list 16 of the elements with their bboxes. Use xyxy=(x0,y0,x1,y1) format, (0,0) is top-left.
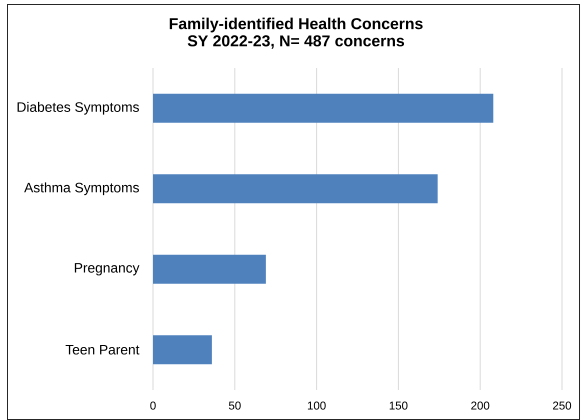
bar xyxy=(153,174,438,204)
x-tick-label: 150 xyxy=(390,402,408,410)
chart-subtitle: SY 2022-23, N= 487 concerns xyxy=(188,35,404,49)
y-tick-label: Diabetes Symptoms xyxy=(18,102,139,115)
bar xyxy=(153,94,494,123)
x-tick-label: 250 xyxy=(553,402,572,410)
y-tick-label: Pregnancy xyxy=(74,263,140,276)
x-tick-label: 200 xyxy=(471,402,490,410)
y-tick-label: Asthma Symptoms xyxy=(24,182,139,196)
bar xyxy=(153,335,212,364)
x-tick-label: 100 xyxy=(308,402,326,410)
x-tick-label: 0 xyxy=(150,402,156,410)
x-tick-label: 50 xyxy=(228,402,241,410)
bar xyxy=(153,254,266,284)
chart-title: Family-identified Health Concerns xyxy=(170,18,423,32)
y-tick-label: Teen Parent xyxy=(66,344,140,355)
